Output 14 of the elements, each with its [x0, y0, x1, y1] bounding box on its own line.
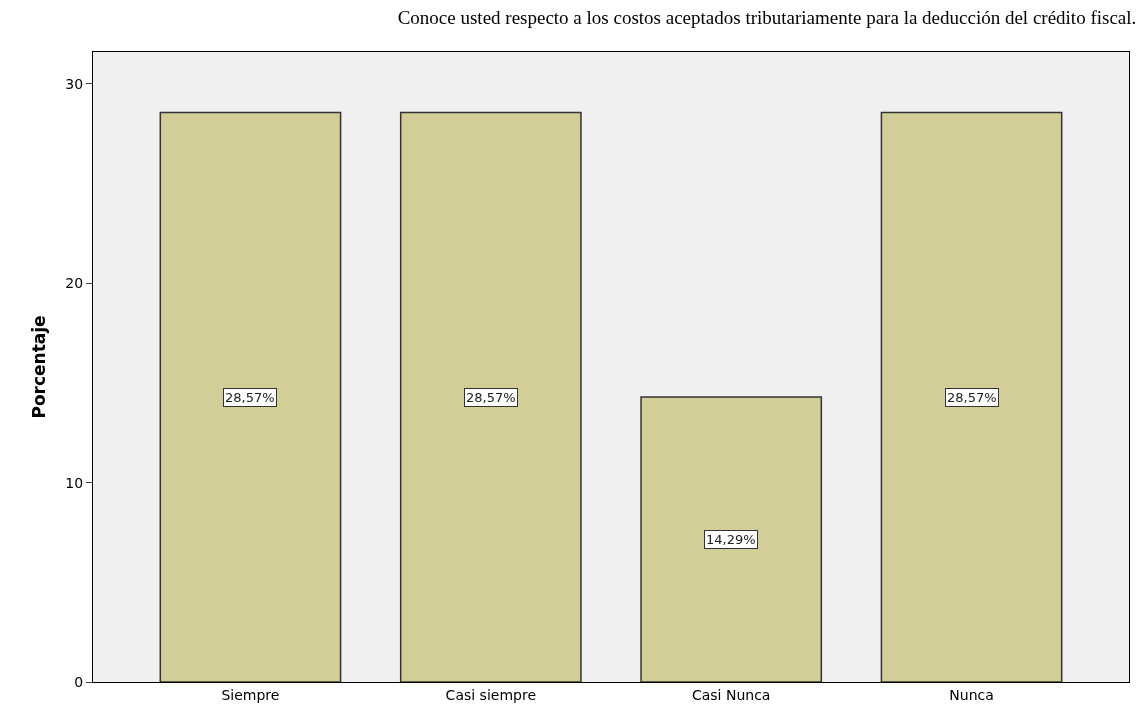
y-tick-label: 30 — [65, 75, 84, 92]
x-tick-label: Nunca — [949, 686, 994, 703]
y-tick-label: 0 — [74, 673, 84, 690]
data-label: 28,57% — [466, 390, 516, 405]
chart-title: Conoce usted respecto a los costos aceptados tributariamente para la deducción del crédito fiscal. — [397, 7, 1137, 29]
y-tick-label: 20 — [65, 275, 84, 292]
x-tick-label: Casi siempre — [445, 686, 536, 703]
data-label: 28,57% — [225, 390, 275, 405]
data-label: 28,57% — [947, 390, 997, 405]
y-tick-label: 10 — [65, 474, 84, 491]
x-tick-label: Casi Nunca — [691, 686, 771, 703]
data-label: 14,29% — [706, 532, 756, 547]
x-tick-label: Siempre — [221, 686, 280, 703]
y-axis-title: Porcentaje — [28, 315, 49, 419]
